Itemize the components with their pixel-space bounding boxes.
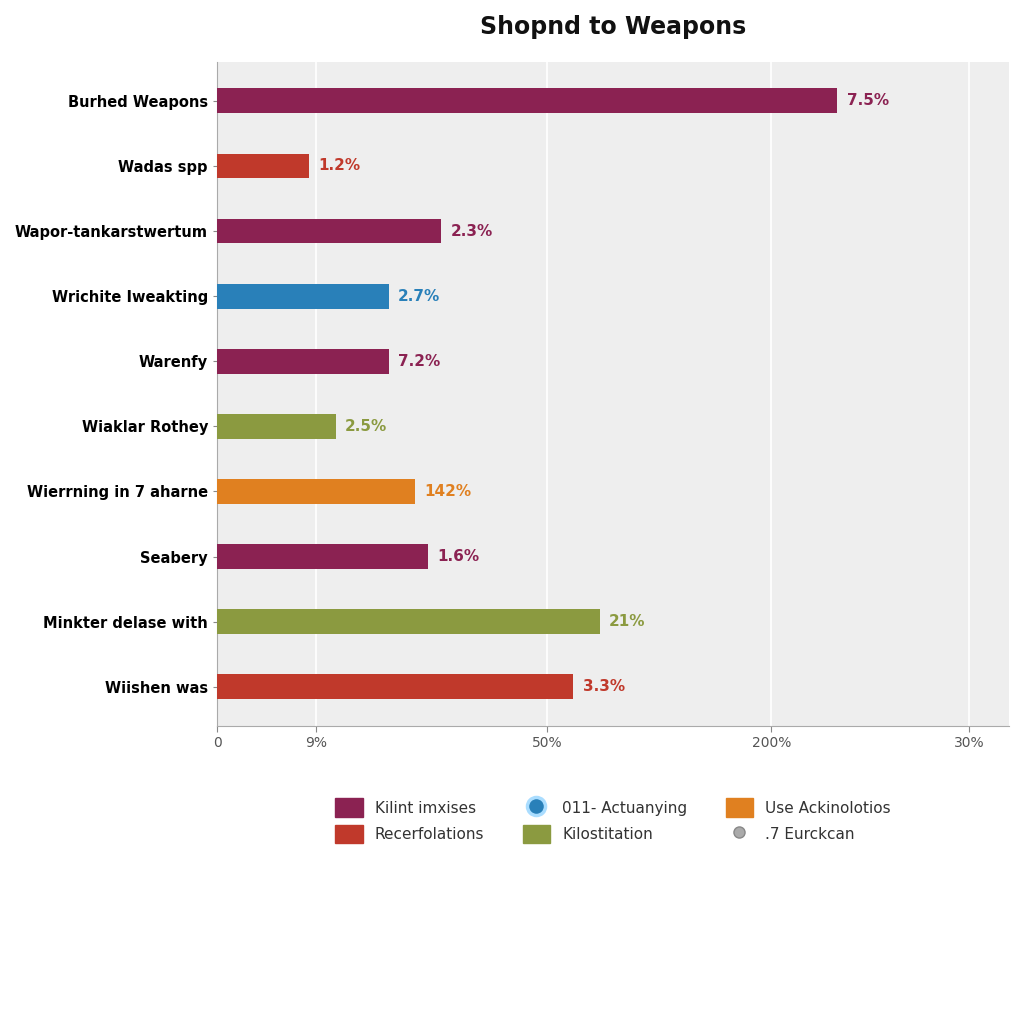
Bar	[217, 414, 336, 438]
Bar	[217, 154, 309, 178]
Text: 21%: 21%	[609, 614, 645, 629]
Bar	[217, 675, 573, 699]
Text: 3.3%: 3.3%	[583, 679, 625, 694]
Bar	[217, 88, 838, 114]
Legend: Kilint imxises, Recerfolations, 011- Actuanying, Kilostitation, Use Ackinolotios: Kilint imxises, Recerfolations, 011- Act…	[328, 791, 898, 851]
Bar	[217, 544, 428, 569]
Bar	[217, 284, 389, 308]
Bar	[217, 609, 600, 634]
Bar	[217, 349, 389, 374]
Text: 2.3%: 2.3%	[451, 223, 493, 239]
Text: 7.5%: 7.5%	[847, 93, 889, 109]
Text: 2.7%: 2.7%	[398, 289, 440, 304]
Bar	[217, 219, 441, 244]
Text: 1.6%: 1.6%	[437, 549, 479, 564]
Bar	[217, 479, 415, 504]
Title: Shopnd to Weapons: Shopnd to Weapons	[480, 15, 746, 39]
Text: 7.2%: 7.2%	[398, 353, 440, 369]
Text: 2.5%: 2.5%	[345, 419, 387, 434]
Text: 1.2%: 1.2%	[318, 159, 360, 173]
Text: 142%: 142%	[424, 484, 471, 499]
